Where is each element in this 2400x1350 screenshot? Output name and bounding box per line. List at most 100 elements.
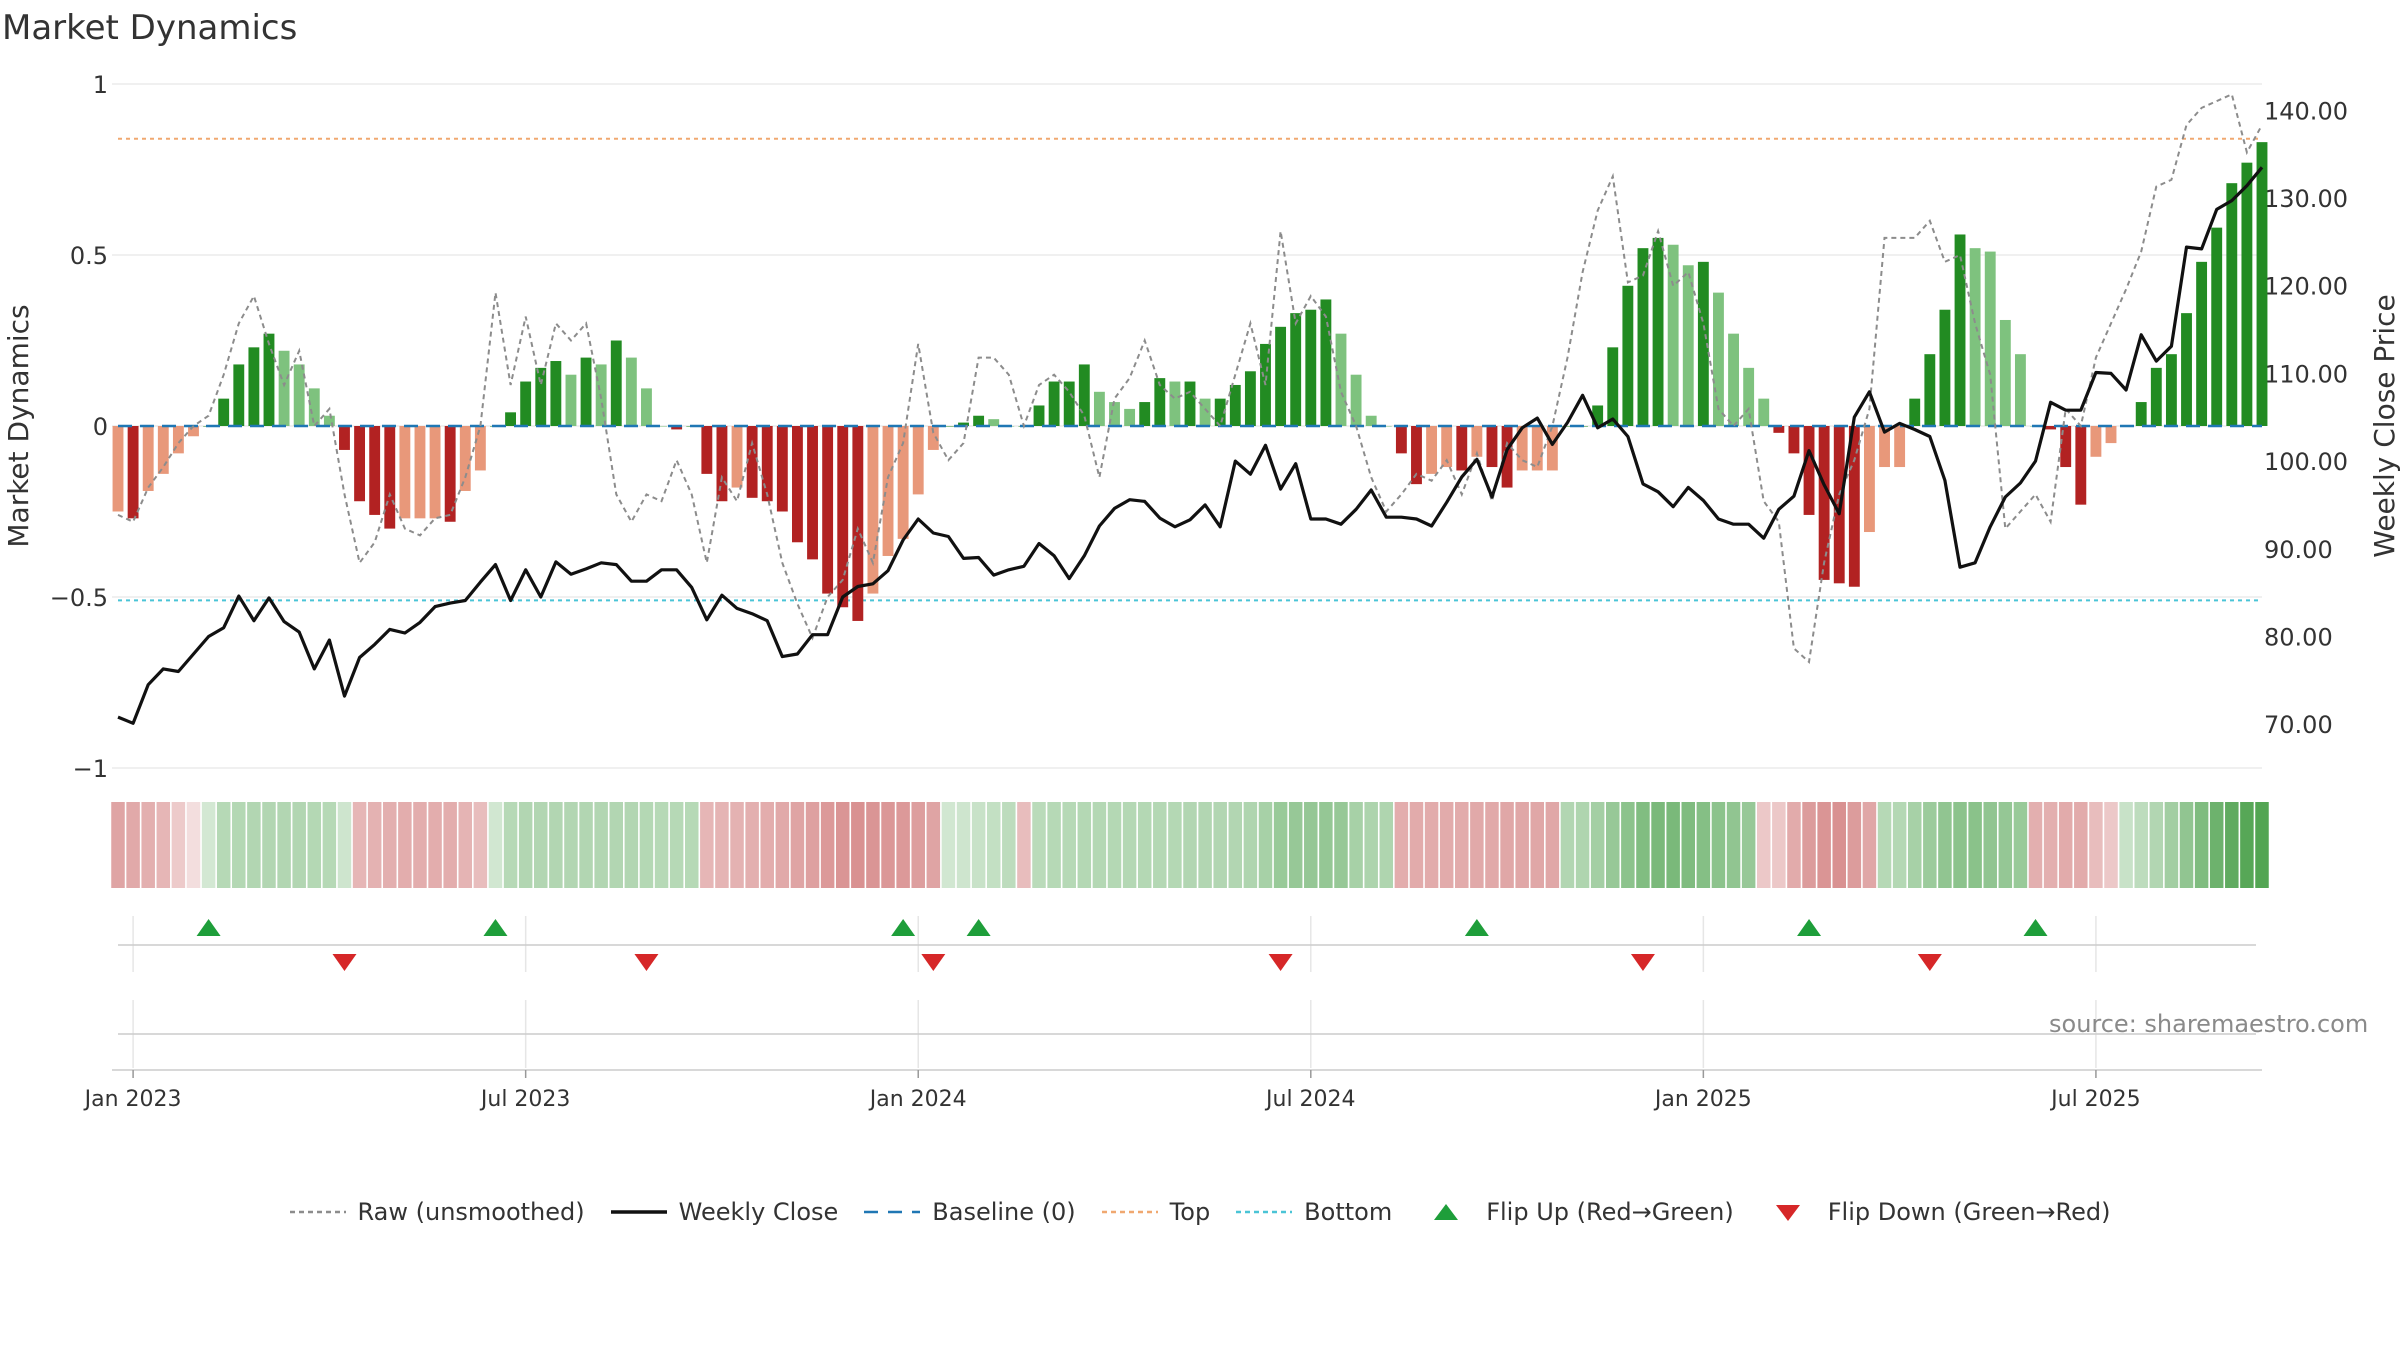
score-strip-cell <box>1288 802 1303 888</box>
md-bar <box>2256 142 2268 426</box>
md-bar <box>656 426 667 427</box>
score-strip-cell <box>1243 802 1258 888</box>
md-bar <box>1637 248 1649 426</box>
score-strip-cell <box>1666 802 1680 888</box>
legend-item: Flip Down (Green→Red) <box>1760 1198 2111 1226</box>
right-tick-label: 90.00 <box>2264 536 2333 564</box>
md-bar <box>1214 398 1226 426</box>
md-bar <box>444 426 456 522</box>
legend-item: Bottom <box>1236 1198 1392 1226</box>
md-bar <box>1154 378 1166 426</box>
md-bar <box>1894 426 1906 468</box>
legend-swatch <box>1775 1205 1800 1221</box>
score-strip-cell <box>141 802 155 888</box>
md-bar <box>1139 402 1151 426</box>
score-strip-cell <box>609 802 624 888</box>
md-bar <box>293 364 305 426</box>
legend-swatch <box>610 1210 667 1214</box>
md-bar <box>867 426 879 594</box>
md-bar <box>1426 426 1438 474</box>
score-strip-cell <box>534 802 548 888</box>
md-bar <box>1199 398 1211 426</box>
flip-up-marker <box>483 919 508 936</box>
score-strip-cell <box>1168 802 1182 888</box>
md-bar <box>1063 381 1075 426</box>
legend-label: Flip Down (Green→Red) <box>1827 1198 2111 1226</box>
score-strip-cell <box>1485 802 1499 888</box>
md-bar <box>1395 426 1407 454</box>
score-strip-cell <box>684 802 699 888</box>
md-bar <box>1713 292 1724 426</box>
score-strip-cell <box>1877 802 1892 888</box>
md-bar <box>1652 237 1664 426</box>
md-bar <box>399 426 411 519</box>
score-strip-cell <box>111 802 125 888</box>
md-bar <box>1169 381 1181 426</box>
md-bar <box>1848 426 1860 587</box>
score-strip-cell <box>337 802 352 888</box>
md-bar <box>127 426 139 519</box>
score-strip-cell <box>1047 802 1061 888</box>
left-axis-title: Market Dynamics <box>2 304 35 547</box>
md-bar <box>339 426 350 450</box>
score-strip-cell <box>1515 802 1529 888</box>
md-bar <box>1275 326 1287 426</box>
right-tick-label: 110.00 <box>2264 360 2348 388</box>
md-bar <box>852 426 864 621</box>
md-bar <box>1244 371 1256 426</box>
source-label: source: sharemaestro.com <box>2049 1010 2369 1038</box>
score-strip-cell <box>1470 802 1484 888</box>
left-tick-label: −0.5 <box>50 584 108 612</box>
score-strip-cell <box>2240 802 2254 888</box>
score-strip-cell <box>835 802 850 888</box>
md-bar <box>1607 347 1619 426</box>
left-tick-label: 1 <box>93 71 108 99</box>
score-strip-cell <box>443 802 457 888</box>
x-tick-label: Jan 2025 <box>1653 1087 1752 1112</box>
md-bar <box>837 426 849 608</box>
md-bar <box>2150 367 2162 426</box>
md-bar <box>369 426 381 515</box>
md-bar <box>792 426 803 543</box>
score-strip-cell <box>1892 802 1907 888</box>
score-strip-cell <box>1787 802 1801 888</box>
score-strip-cell <box>277 802 291 888</box>
md-bar <box>1471 426 1483 457</box>
score-strip-cell <box>2194 802 2209 888</box>
score-strip-cell <box>488 802 503 888</box>
score-strip-cell <box>216 802 231 888</box>
md-bar <box>142 426 154 491</box>
md-bar <box>414 426 426 519</box>
score-strip-cell <box>1726 802 1741 888</box>
md-bar <box>308 388 320 426</box>
md-bar <box>2241 162 2253 426</box>
legend-item: Baseline (0) <box>864 1198 1076 1226</box>
score-strip-cell <box>503 802 518 888</box>
score-strip-cell <box>1304 802 1318 888</box>
md-bar <box>1803 426 1815 515</box>
md-bar <box>927 426 939 450</box>
score-strip-cell <box>1364 802 1378 888</box>
score-strip-cell <box>805 802 820 888</box>
score-strip-cell <box>896 802 910 888</box>
md-bar <box>1124 408 1136 426</box>
score-strip-cell <box>247 802 261 888</box>
score-strip-cell <box>971 802 986 888</box>
score-strip-cell <box>1334 802 1348 888</box>
score-strip-cell <box>1424 802 1439 888</box>
score-strip-cell <box>1621 802 1635 888</box>
right-tick-label: 120.00 <box>2264 273 2348 301</box>
md-bar <box>1999 319 2011 426</box>
legend-swatch <box>289 1210 346 1214</box>
score-strip-cell <box>1349 802 1363 888</box>
md-bar <box>1320 299 1332 426</box>
md-bar <box>535 367 547 426</box>
md-bar <box>671 426 683 430</box>
legend-swatch <box>1434 1204 1459 1220</box>
md-bar <box>1380 426 1392 427</box>
md-bar <box>1743 367 1755 426</box>
score-strip-cell <box>1273 802 1288 888</box>
legend-item: Weekly Close <box>610 1198 838 1226</box>
md-bar <box>1864 426 1875 533</box>
